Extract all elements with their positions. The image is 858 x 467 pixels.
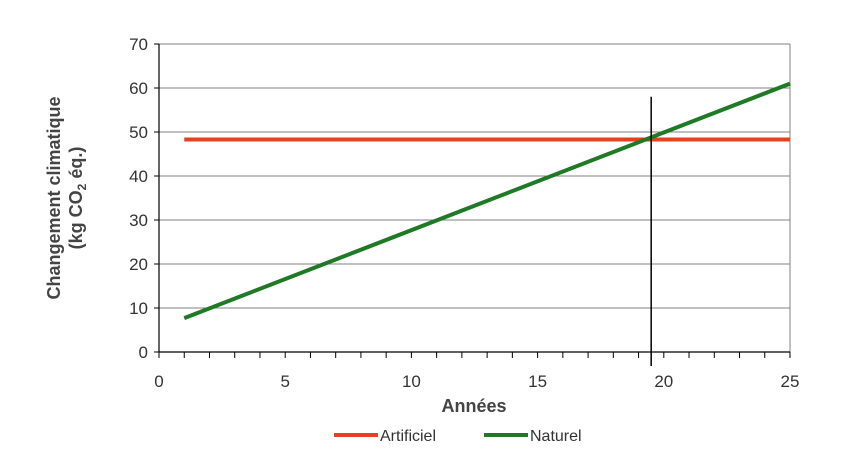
y-tick-label-10: 10 <box>129 299 148 318</box>
x-tick-label-5: 5 <box>280 372 289 391</box>
y-tick-label-20: 20 <box>129 255 148 274</box>
legend: Artificiel Naturel <box>334 428 582 445</box>
series-line-naturel <box>183 81 791 320</box>
y-tick-label-70: 70 <box>129 35 148 54</box>
series-lines <box>183 81 791 366</box>
legend-label-artificiel: Artificiel <box>380 428 436 445</box>
legend-label-naturel: Naturel <box>530 428 582 445</box>
y-axis-title-line1: Changement climatique <box>44 96 64 299</box>
y-tick-label-40: 40 <box>129 167 148 186</box>
y-tick-label-50: 50 <box>129 123 148 142</box>
x-tick-label-25: 25 <box>781 372 800 391</box>
x-tick-label-15: 15 <box>528 372 547 391</box>
y-tick-label-30: 30 <box>129 211 148 230</box>
tick-labels: 0 10 20 30 40 50 60 70 0 5 10 15 20 25 <box>129 35 799 391</box>
x-axis-title: Années <box>441 396 506 416</box>
x-tick-label-0: 0 <box>154 372 163 391</box>
y-axis-title-line2: (kg CO2 éq.) <box>66 147 89 250</box>
x-tick-label-10: 10 <box>402 372 421 391</box>
y-axis-title: Changement climatique (kg CO2 éq.) <box>44 96 89 299</box>
axes <box>154 43 791 358</box>
gridlines <box>159 43 791 352</box>
y-tick-label-0: 0 <box>139 343 148 362</box>
y-tick-label-60: 60 <box>129 79 148 98</box>
x-tick-label-20: 20 <box>654 372 673 391</box>
